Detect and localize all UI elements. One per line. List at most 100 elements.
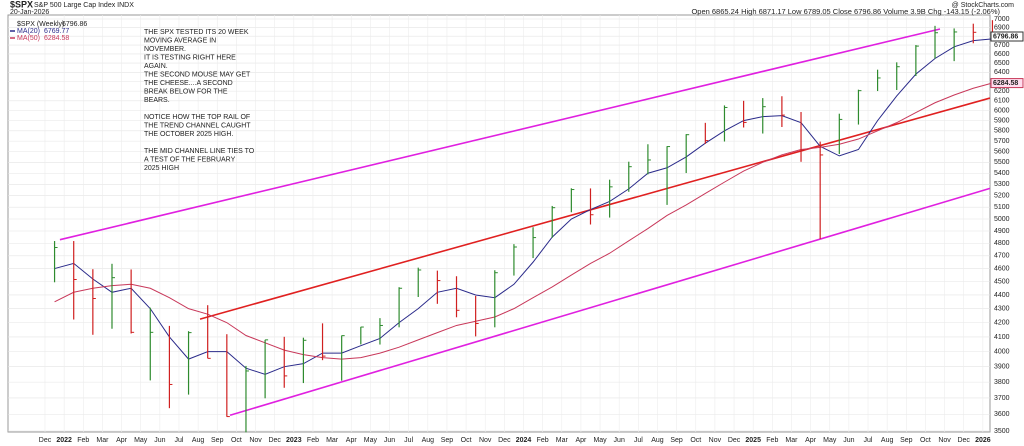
x-tick-label: Aug: [192, 437, 205, 444]
y-tick-label: 3900: [994, 364, 1010, 371]
x-tick-label: Feb: [537, 437, 549, 444]
annotation: THE MID CHANNEL LINE TIES TO: [144, 148, 255, 155]
y-tick-label: 6700: [994, 42, 1010, 49]
y-tick-label: 6000: [994, 107, 1010, 114]
legend-label: $SPX (Weekly): [17, 21, 64, 28]
x-tick-label: Jul: [864, 437, 873, 444]
x-tick-label: 2023: [286, 437, 302, 444]
y-tick-label: 4600: [994, 265, 1010, 272]
x-tick-label: Oct: [920, 437, 931, 444]
x-tick-label: 2024: [516, 437, 532, 444]
y-tick-label: 4100: [994, 334, 1010, 341]
y-tick-label: 4700: [994, 253, 1010, 260]
annotation: IT IS TESTING RIGHT HERE: [144, 54, 236, 61]
x-tick-label: May: [593, 437, 607, 444]
y-tick-label: 4300: [994, 305, 1010, 312]
y-tick-label: 5200: [994, 193, 1010, 200]
x-tick-label: Oct: [461, 437, 472, 444]
x-tick-label: Jun: [154, 437, 165, 444]
annotation: NOTICE HOW THE TOP RAIL OF: [144, 114, 250, 121]
x-tick-label: Jul: [175, 437, 184, 444]
value-box-label: 6796.86: [993, 33, 1018, 40]
annotation: 2025 HIGH: [144, 165, 179, 172]
y-tick-label: 4500: [994, 278, 1010, 285]
x-tick-label: Feb: [307, 437, 319, 444]
x-tick-label: Aug: [651, 437, 664, 444]
x-tick-label: Jul: [404, 437, 413, 444]
annotation: MOVING AVERAGE IN: [144, 37, 216, 44]
annotation: NOVEMBER.: [144, 46, 186, 53]
legend-label: MA(50): [17, 35, 40, 42]
y-tick-label: 6100: [994, 98, 1010, 105]
x-tick-label: Dec: [39, 437, 52, 444]
x-tick-label: Mar: [556, 437, 569, 444]
annotation: THE SPX TESTED ITS 20 WEEK: [144, 29, 249, 36]
x-tick-label: Dec: [957, 437, 970, 444]
annotation: THE SECOND MOUSE MAY GET: [144, 71, 251, 78]
y-tick-label: 6900: [994, 24, 1010, 31]
y-tick-label: 4400: [994, 292, 1010, 299]
x-tick-label: Feb: [77, 437, 89, 444]
annotation: BREAK BELOW FOR THE: [144, 88, 228, 95]
value-box: [990, 78, 1024, 89]
legend-value: 6769.77: [44, 28, 69, 35]
y-tick-label: 5700: [994, 138, 1010, 145]
annotation: THE OCTOBER 2025 HIGH.: [144, 131, 233, 138]
source: @ StockCharts.com: [952, 2, 1015, 9]
x-tick-label: Apr: [805, 437, 817, 444]
plot-frame: [7, 14, 991, 433]
value-box-label: 6284.58: [993, 80, 1018, 87]
legend-value: 6796.86: [62, 21, 87, 28]
x-tick-label: Nov: [479, 437, 492, 444]
x-tick-label: Mar: [785, 437, 798, 444]
annotation: THE CHEESE....A SECOND: [144, 80, 233, 87]
x-tick-label: Mar: [326, 437, 339, 444]
y-tick-label: 4800: [994, 240, 1010, 247]
x-tick-label: Feb: [766, 437, 778, 444]
y-tick-label: 6600: [994, 51, 1010, 58]
x-tick-label: Apr: [346, 437, 358, 444]
value-box: [990, 31, 1024, 42]
x-tick-label: Apr: [116, 437, 128, 444]
y-tick-label: 6200: [994, 88, 1010, 95]
chart-subtitle: S&P 500 Large Cap Index INDX: [34, 2, 134, 9]
x-tick-label: Jun: [843, 437, 854, 444]
quote: Open 6865.24 High 6871.17 Low 6789.05 Cl…: [691, 7, 1000, 16]
x-tick-label: Dec: [268, 437, 281, 444]
legend-value: 6284.58: [44, 35, 69, 42]
x-tick-label: May: [134, 437, 148, 444]
x-tick-label: Jun: [614, 437, 625, 444]
y-tick-label: 4900: [994, 228, 1010, 235]
y-tick-label: 4200: [994, 319, 1010, 326]
trend-line: [199, 97, 991, 320]
annotation: AGAIN.: [144, 63, 168, 70]
x-tick-label: Jun: [384, 437, 395, 444]
y-tick-label: 4000: [994, 348, 1010, 355]
y-tick-label: 5400: [994, 170, 1010, 177]
x-tick-label: Aug: [422, 437, 435, 444]
y-tick-label: 6400: [994, 69, 1010, 76]
annotation: A TEST OF THE FEBRUARY: [144, 156, 236, 163]
x-tick-label: Nov: [249, 437, 262, 444]
y-tick-label: 5100: [994, 204, 1010, 211]
x-tick-label: Apr: [575, 437, 587, 444]
annotation: THE TREND CHANNEL CAUGHT: [144, 122, 251, 129]
x-tick-label: 2025: [745, 437, 761, 444]
y-tick-label: 3800: [994, 379, 1010, 386]
trend-line: [229, 187, 991, 417]
y-tick-label: 5600: [994, 148, 1010, 155]
x-tick-label: Mar: [96, 437, 109, 444]
x-tick-label: 2022: [56, 437, 72, 444]
chart-date: 20-Jan-2026: [10, 9, 49, 16]
x-tick-label: May: [823, 437, 837, 444]
x-tick-label: Oct: [231, 437, 242, 444]
x-tick-label: Sep: [211, 437, 224, 444]
x-tick-label: Sep: [670, 437, 683, 444]
y-tick-label: 5900: [994, 117, 1010, 124]
y-tick-label: 5800: [994, 128, 1010, 135]
trend-line: [59, 28, 941, 241]
y-tick-label: 3500: [994, 428, 1010, 435]
y-tick-label: 3700: [994, 395, 1010, 402]
legend-label: MA(20): [17, 28, 40, 35]
